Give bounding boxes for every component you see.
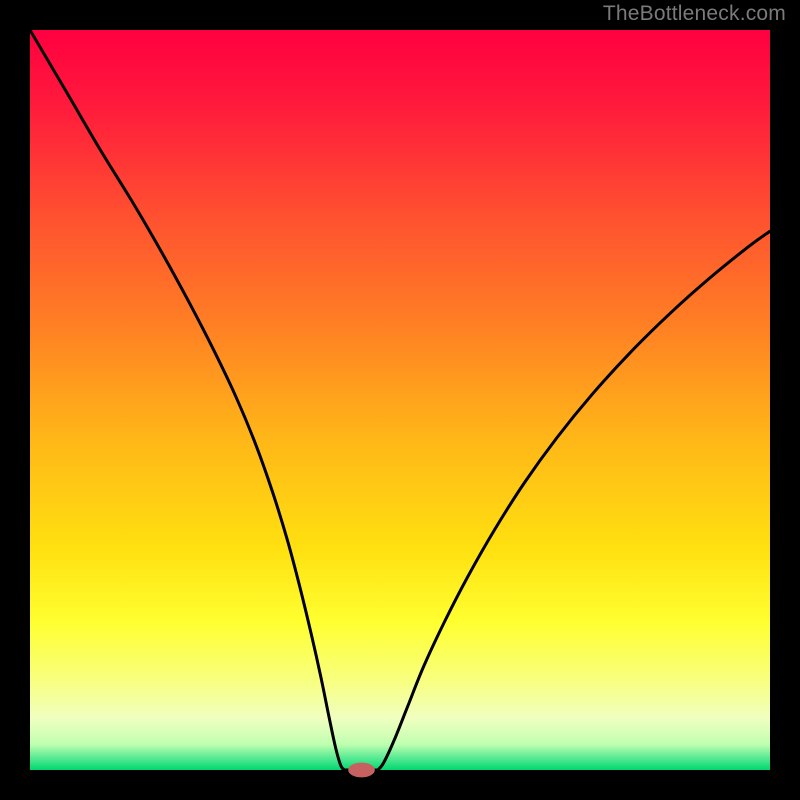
watermark-text: TheBottleneck.com [603, 2, 786, 26]
bottleneck-curve-chart [0, 0, 800, 800]
bottleneck-marker [348, 763, 375, 778]
plot-area [30, 30, 770, 770]
chart-container: TheBottleneck.com [0, 0, 800, 800]
